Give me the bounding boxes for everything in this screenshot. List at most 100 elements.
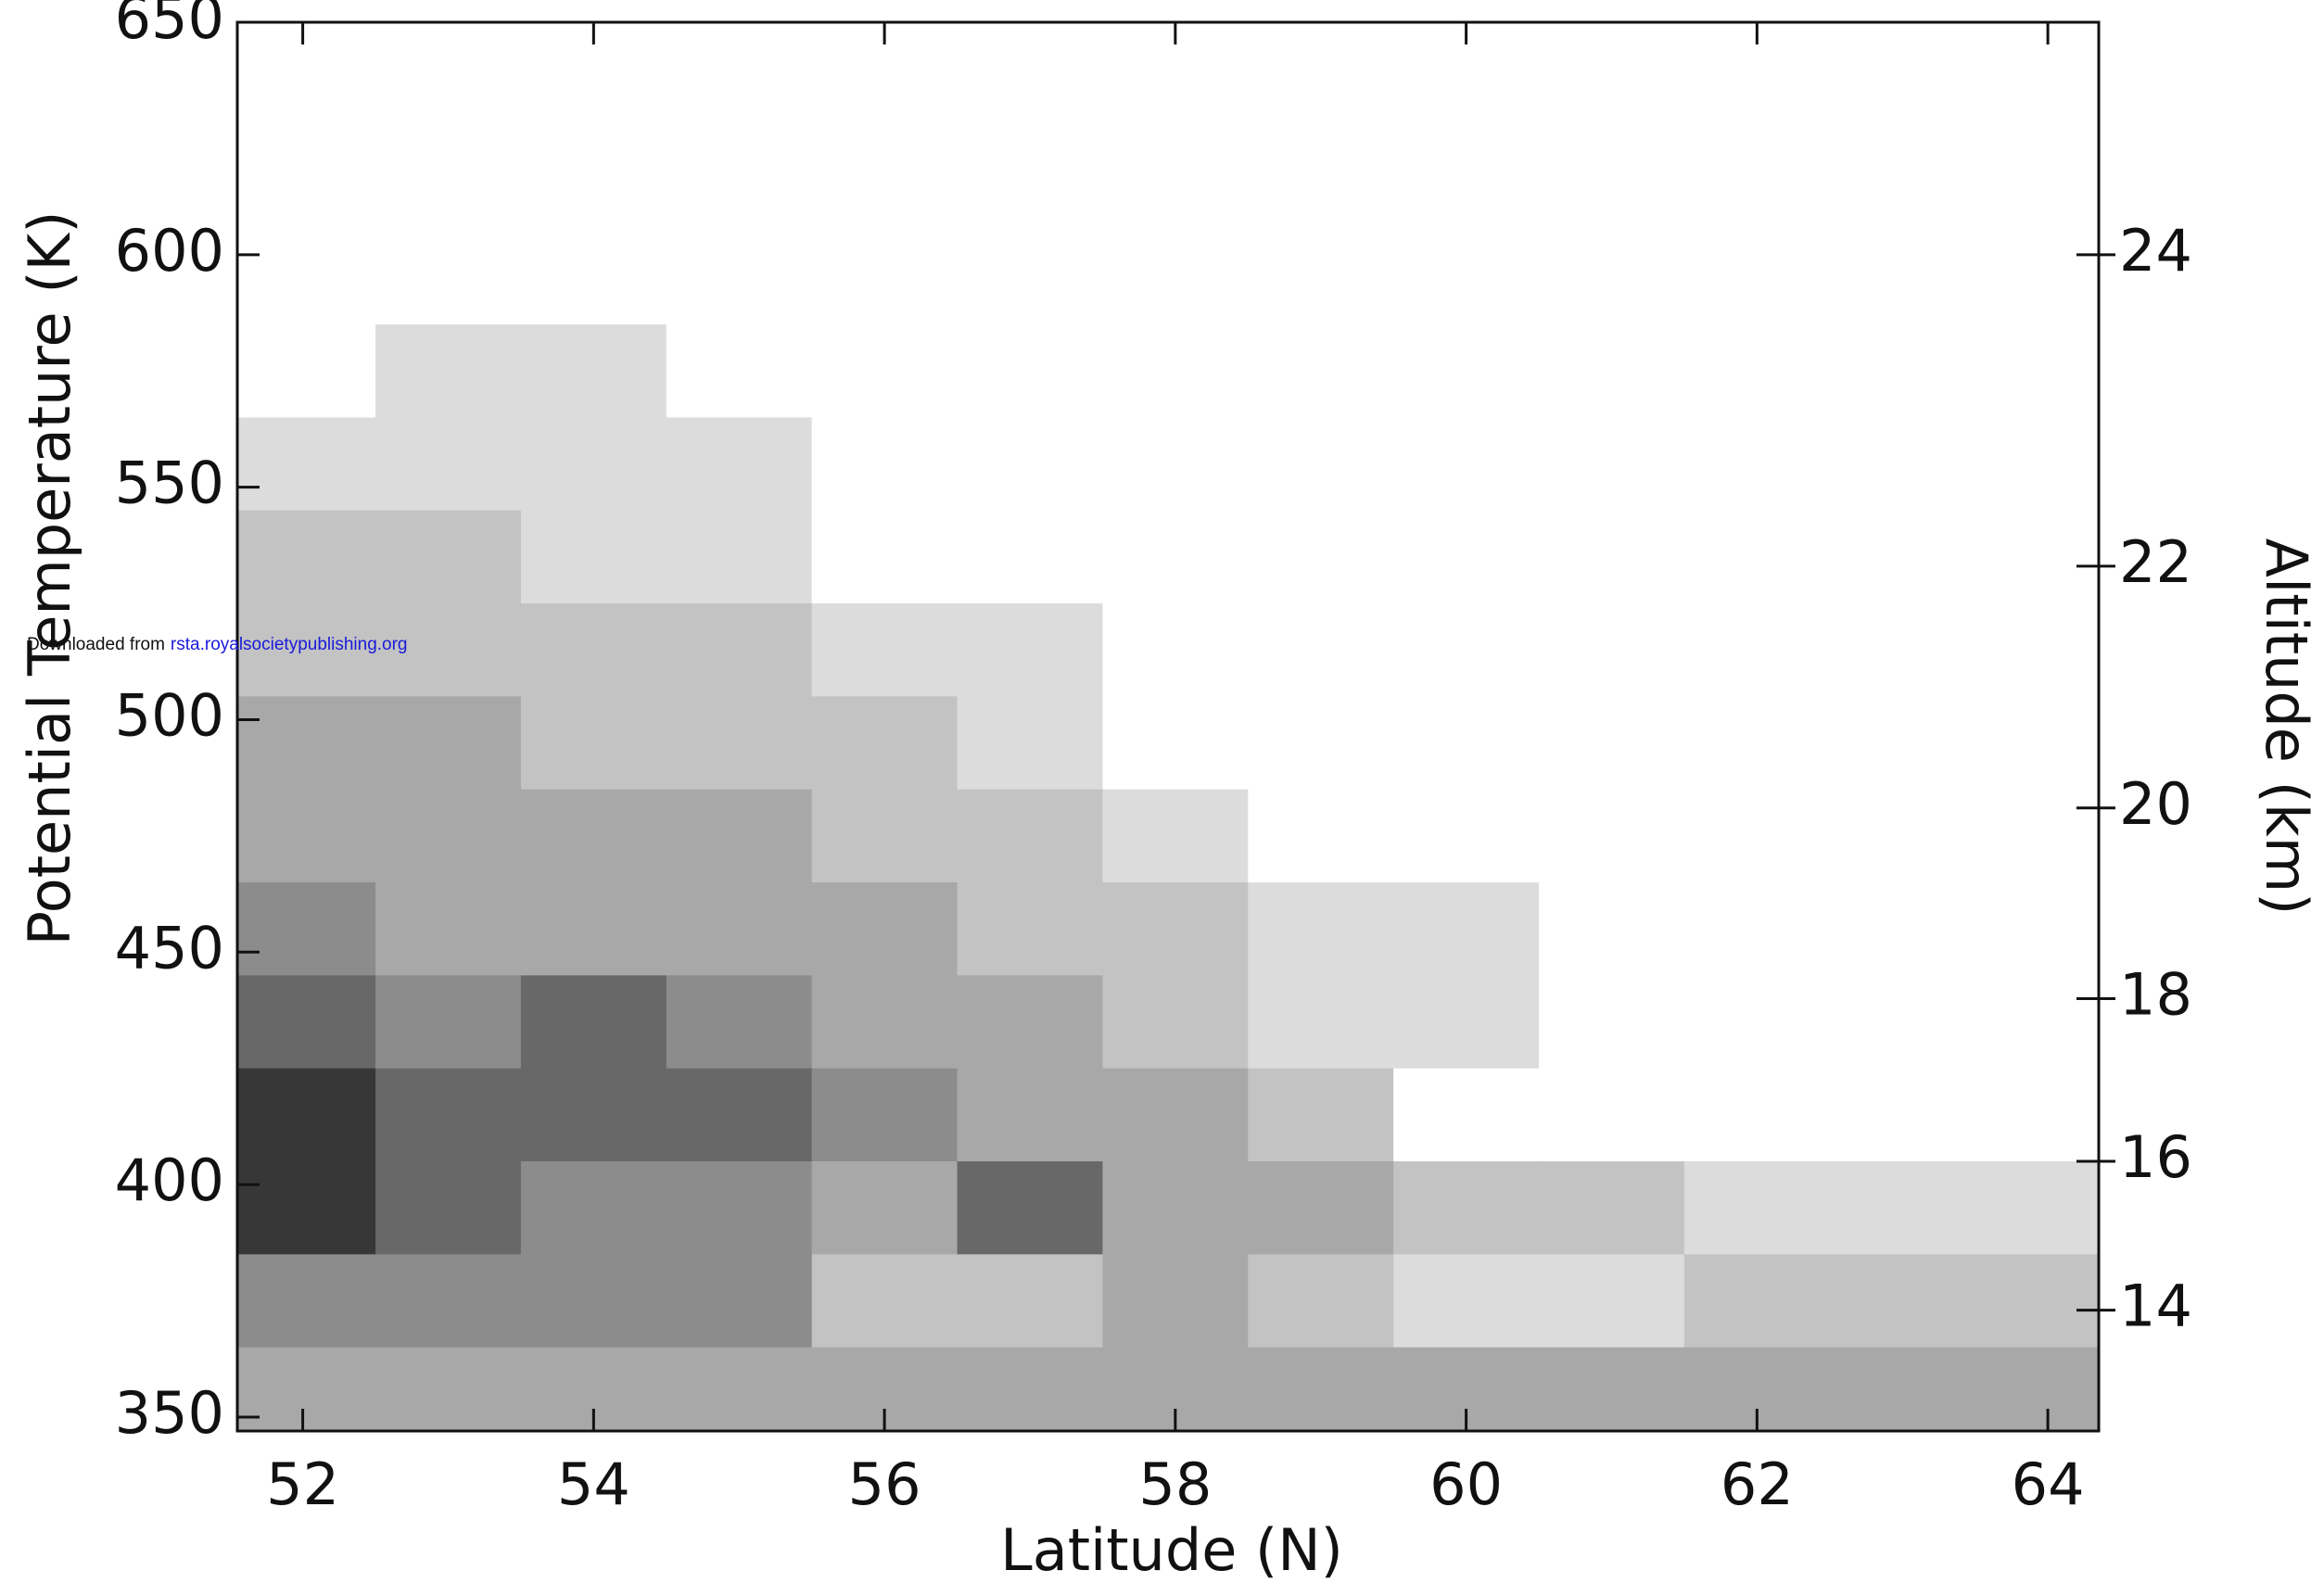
contour-cell bbox=[1102, 324, 1249, 418]
contour-cell bbox=[1102, 1068, 1249, 1162]
contour-cell bbox=[1975, 1254, 2099, 1349]
contour-cell bbox=[1248, 324, 1394, 418]
y2-tick-label: 18 bbox=[2119, 961, 2192, 1029]
contour-cell bbox=[520, 324, 667, 418]
contour-cell bbox=[811, 975, 959, 1070]
contour-cell bbox=[1539, 603, 1685, 697]
contour-cell bbox=[957, 789, 1103, 883]
y-tick-label: 550 bbox=[115, 450, 224, 517]
contour-cell bbox=[1829, 1254, 1976, 1349]
contour-cell bbox=[1829, 510, 1976, 604]
y2-axis-title: Altitude (km) bbox=[2253, 538, 2320, 916]
contour-cell bbox=[1975, 975, 2099, 1070]
contour-cell bbox=[666, 324, 813, 418]
contour-cell bbox=[1683, 1068, 1831, 1162]
contour-cell bbox=[237, 696, 376, 791]
contour-cell bbox=[957, 603, 1103, 697]
plot-area bbox=[237, 324, 2099, 1431]
contour-cell bbox=[1539, 510, 1685, 604]
contour-cell bbox=[957, 510, 1103, 604]
contour-cell bbox=[1393, 696, 1540, 791]
x-tick-label: 52 bbox=[266, 1450, 339, 1518]
contour-cell bbox=[237, 603, 376, 697]
contour-cell bbox=[520, 696, 667, 791]
watermark: Downloaded from rsta.royalsocietypublishi… bbox=[27, 635, 408, 654]
contour-cell bbox=[375, 1254, 522, 1349]
contour-cell bbox=[1975, 417, 2099, 512]
contour-cell bbox=[520, 417, 667, 512]
contour-cell bbox=[375, 1161, 522, 1255]
contour-cell bbox=[237, 1254, 376, 1349]
contour-cell bbox=[666, 789, 813, 883]
contour-cell bbox=[1539, 417, 1685, 512]
contour-cell bbox=[1248, 603, 1394, 697]
contour-cell bbox=[666, 417, 813, 512]
contour-cell bbox=[375, 882, 522, 976]
contour-cell bbox=[1393, 882, 1540, 976]
contour-cell bbox=[237, 417, 376, 512]
contour-cell bbox=[957, 1068, 1103, 1162]
y-tick-label: 600 bbox=[115, 217, 224, 285]
contour-cell bbox=[666, 1254, 813, 1349]
contour-cell bbox=[1102, 789, 1249, 883]
contour-cell bbox=[957, 696, 1103, 791]
contour-cell bbox=[1975, 882, 2099, 976]
y2-tick-label: 22 bbox=[2119, 528, 2192, 596]
contour-cell bbox=[237, 789, 376, 883]
contour-cell bbox=[1102, 696, 1249, 791]
contour-cell bbox=[1248, 1347, 1394, 1431]
contour-cell bbox=[520, 975, 667, 1070]
contour-cell bbox=[520, 510, 667, 604]
contour-cell bbox=[375, 417, 522, 512]
contour-cell bbox=[1683, 1161, 1831, 1255]
contour-cell bbox=[1683, 603, 1831, 697]
contour-cell bbox=[1829, 1068, 1976, 1162]
contour-cell bbox=[1393, 975, 1540, 1070]
y2-tick-label: 24 bbox=[2119, 217, 2192, 285]
contour-cell bbox=[520, 603, 667, 697]
watermark-link[interactable]: rsta.royalsocietypublishing.org bbox=[171, 635, 408, 654]
contour-cell bbox=[1539, 1254, 1685, 1349]
x-tick-label: 56 bbox=[848, 1450, 921, 1518]
contour-cell bbox=[1829, 1161, 1976, 1255]
contour-cell bbox=[1829, 789, 1976, 883]
contour-cell bbox=[1683, 1254, 1831, 1349]
contour-cell bbox=[1829, 603, 1976, 697]
contour-cell bbox=[1248, 882, 1394, 976]
y-tick-label: 650 bbox=[115, 0, 224, 52]
contour-cell bbox=[520, 1068, 667, 1162]
contour-cell bbox=[666, 1161, 813, 1255]
contour-cell bbox=[520, 1161, 667, 1255]
contour-cell bbox=[520, 789, 667, 883]
contour-cell bbox=[1829, 1347, 1976, 1431]
contour-cell bbox=[1393, 324, 1540, 418]
contour-cell bbox=[1248, 1068, 1394, 1162]
contour-cell bbox=[811, 1068, 959, 1162]
contour-cell bbox=[237, 975, 376, 1070]
x-axis-title: Latitude (N) bbox=[1000, 1516, 1343, 1583]
y2-tick-label: 20 bbox=[2119, 770, 2192, 838]
y-axis-title: Potential Temperature (K) bbox=[16, 211, 83, 946]
contour-cell bbox=[957, 417, 1103, 512]
contour-cell bbox=[1975, 324, 2099, 418]
contour-cell bbox=[957, 882, 1103, 976]
contour-cell bbox=[1975, 696, 2099, 791]
contour-cell bbox=[1683, 696, 1831, 791]
contour-cell bbox=[1975, 789, 2099, 883]
contour-cell bbox=[666, 975, 813, 1070]
contour-cell bbox=[237, 510, 376, 604]
contour-cell bbox=[1248, 696, 1394, 791]
y-tick-label: 350 bbox=[115, 1379, 224, 1447]
contour-cell bbox=[237, 882, 376, 976]
contour-cell bbox=[957, 975, 1103, 1070]
contour-cell bbox=[1248, 1161, 1394, 1255]
contour-cell bbox=[1539, 1068, 1685, 1162]
contour-cell bbox=[237, 1068, 376, 1162]
contour-cell bbox=[1393, 1161, 1540, 1255]
contour-cell bbox=[811, 789, 959, 883]
contour-cell bbox=[1683, 510, 1831, 604]
contour-cell bbox=[375, 324, 522, 418]
contour-cell bbox=[1829, 324, 1976, 418]
contour-cell bbox=[811, 1161, 959, 1255]
x-tick-label: 62 bbox=[1721, 1450, 1794, 1518]
